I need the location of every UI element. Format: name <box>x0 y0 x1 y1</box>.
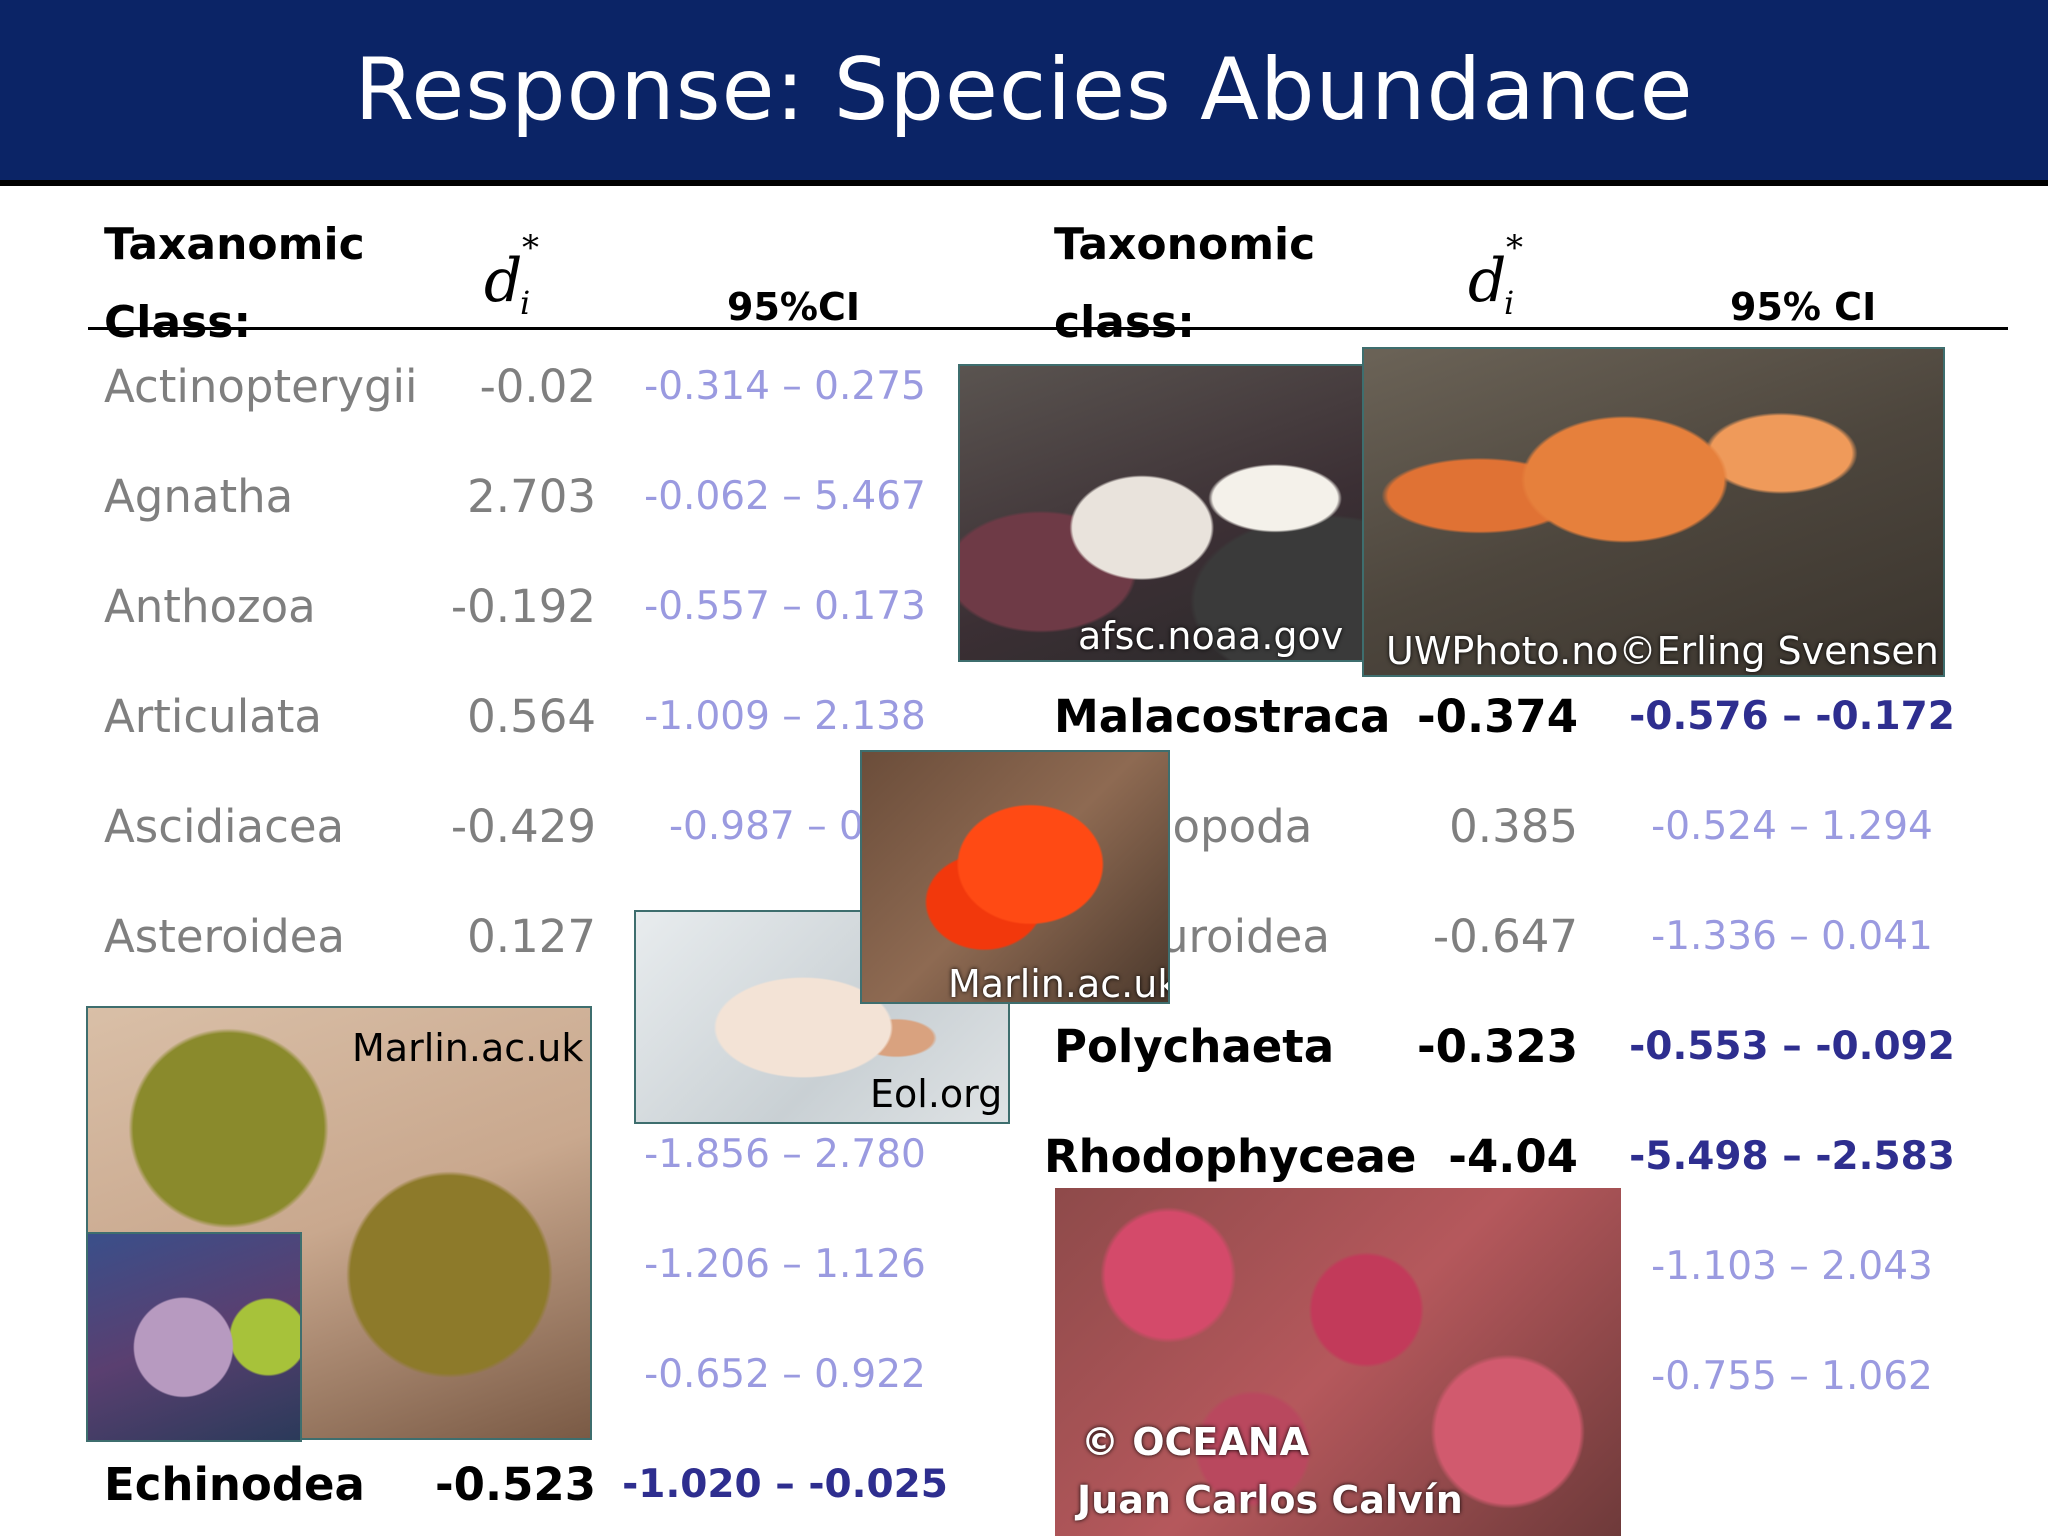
left-row-3-ci: -1.009 – 2.138 <box>644 694 926 739</box>
left-row-10-ci: -1.020 – -0.025 <box>622 1462 948 1507</box>
right-row-2-ci: -1.336 – 0.041 <box>1651 914 1933 959</box>
right-class-header: Taxonomic class: <box>1054 205 1315 363</box>
left-row-3-name: Articulata <box>104 690 322 743</box>
right-row-4-value: -4.04 <box>1448 1130 1578 1183</box>
left-row-4-value: -0.429 <box>450 800 596 853</box>
right-row-0-value: -0.374 <box>1416 690 1578 743</box>
hermit-crab-photo: afsc.noaa.gov <box>958 364 1366 662</box>
title-banner: Response: Species Abundance <box>0 0 2048 186</box>
right-row-2-name: uroidea <box>1160 910 1330 963</box>
fan-worm-credit: Eol.org <box>870 1072 1003 1116</box>
left-row-0-value: -0.02 <box>479 360 596 413</box>
left-ci-header: 95%CI <box>727 285 860 329</box>
red-algae-credit-1: © OCEANA <box>1081 1420 1309 1464</box>
left-row-1-ci: -0.062 – 5.467 <box>644 474 926 519</box>
purple-urchin-photo <box>86 1232 302 1442</box>
right-row-4-name: Rhodophyceae <box>1044 1130 1417 1183</box>
left-d-sub: i <box>520 284 531 322</box>
hermit-crab-credit: afsc.noaa.gov <box>1078 614 1344 658</box>
right-row-3-ci: -0.553 – -0.092 <box>1629 1024 1955 1069</box>
left-row-1-value: 2.703 <box>467 470 596 523</box>
squat-lobster-credit: UWPhoto.no©Erling Svensen <box>1386 629 1939 673</box>
right-d-sub: i <box>1504 284 1515 322</box>
left-row-8-ci: -1.206 – 1.126 <box>644 1242 926 1287</box>
left-row-1-name: Agnatha <box>104 470 294 523</box>
left-row-5-name: Asteroidea <box>104 910 345 963</box>
left-d-sup: * <box>522 228 539 268</box>
right-row-5-ci: -1.103 – 2.043 <box>1651 1244 1933 1289</box>
right-row-3-name: Polychaeta <box>1054 1020 1335 1073</box>
right-d-sup: * <box>1506 228 1523 268</box>
right-row-3-value: -0.323 <box>1416 1020 1578 1073</box>
right-class-label-1: Taxonomic <box>1054 219 1316 270</box>
right-row-0-name: Malacostraca <box>1054 690 1391 743</box>
slide-title: Response: Species Abundance <box>354 40 1694 140</box>
right-row-4-ci: -5.498 – -2.583 <box>1629 1134 1955 1179</box>
left-row-0-ci: -0.314 – 0.275 <box>644 364 926 409</box>
left-row-10-name: Echinodea <box>104 1458 365 1511</box>
left-row-4-name: Ascidiacea <box>104 800 345 853</box>
left-row-7-ci: -1.856 – 2.780 <box>644 1132 926 1177</box>
left-row-3-value: 0.564 <box>467 690 596 743</box>
left-row-0-name: Actinopterygii <box>104 360 418 413</box>
header-rule <box>88 327 2008 330</box>
left-d-symbol: d <box>484 246 523 316</box>
left-row-2-ci: -0.557 – 0.173 <box>644 584 926 629</box>
squat-lobster-photo: UWPhoto.no©Erling Svensen <box>1362 347 1945 677</box>
right-d-star-header: d * i <box>1468 228 1523 322</box>
right-class-label-2: class: <box>1054 297 1195 348</box>
left-row-2-name: Anthozoa <box>104 580 316 633</box>
sea-urchins-credit: Marlin.ac.uk <box>352 1026 584 1070</box>
left-d-star-header: d * i <box>484 228 539 322</box>
right-row-1-ci: -0.524 – 1.294 <box>1651 804 1933 849</box>
red-algae-credit-2: Juan Carlos Calvín <box>1077 1478 1463 1522</box>
red-tube-worm-credit: Marlin.ac.uk <box>948 962 1170 1004</box>
right-row-1-value: 0.385 <box>1449 800 1578 853</box>
right-row-6-ci: -0.755 – 1.062 <box>1651 1354 1933 1399</box>
right-ci-header: 95% CI <box>1730 285 1877 329</box>
right-row-1-name: lopoda <box>1160 800 1313 853</box>
red-algae-photo: © OCEANA Juan Carlos Calvín <box>1055 1188 1621 1536</box>
left-row-2-value: -0.192 <box>450 580 596 633</box>
fan-worm-photo: Eol.org <box>634 910 1010 1124</box>
left-class-header: Taxanomic Class: <box>104 205 365 363</box>
right-d-symbol: d <box>1468 246 1507 316</box>
left-row-5-value: 0.127 <box>467 910 596 963</box>
right-row-0-ci: -0.576 – -0.172 <box>1629 694 1955 739</box>
left-row-9-ci: -0.652 – 0.922 <box>644 1352 926 1397</box>
left-class-label-1: Taxanomic <box>104 219 365 270</box>
red-tube-worm-photo: Marlin.ac.uk <box>860 750 1170 1004</box>
right-row-2-value: -0.647 <box>1432 910 1578 963</box>
left-row-10-value: -0.523 <box>434 1458 596 1511</box>
left-class-label-2: Class: <box>104 297 252 348</box>
